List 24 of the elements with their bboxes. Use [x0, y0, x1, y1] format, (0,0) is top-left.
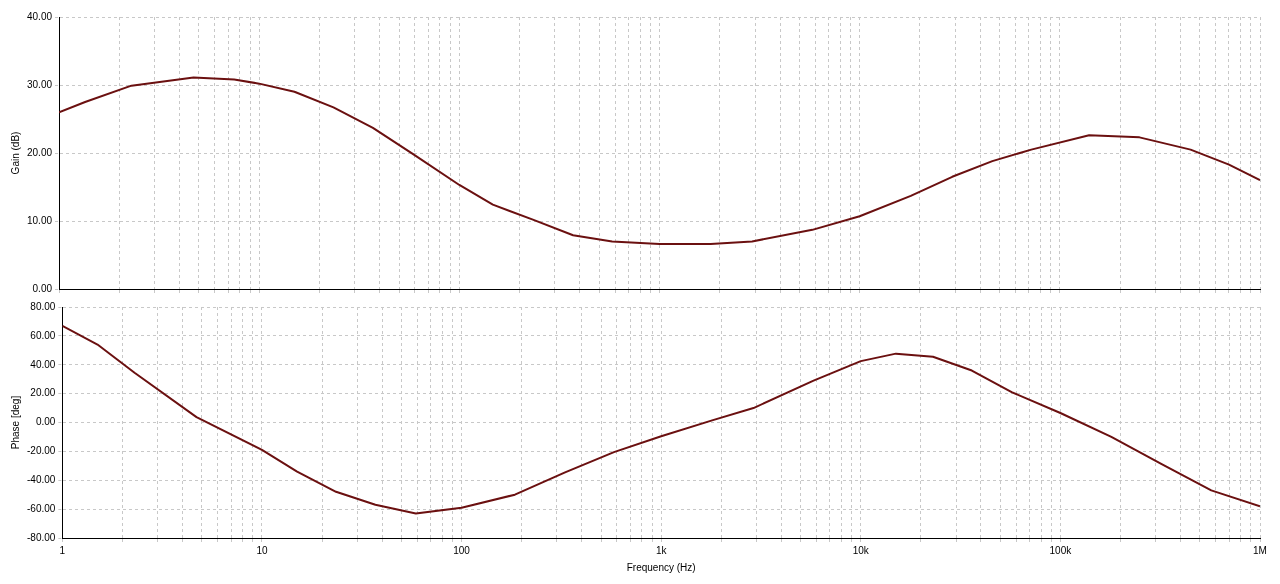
y-tick-label: 30.00 — [26, 78, 53, 90]
y-tick-label: 60.00 — [30, 329, 56, 341]
y-tick-label: -80.00 — [27, 531, 56, 543]
y-axis-title: Phase [deg] — [9, 395, 21, 450]
y-tick-label: 40.00 — [26, 10, 53, 22]
x-tick-label: 1M — [1253, 544, 1267, 556]
y-tick-label: 10.00 — [26, 214, 53, 226]
x-tick-label: 10k — [852, 544, 870, 556]
x-tick-label: 100k — [1049, 544, 1073, 556]
x-axis-title: Frequency (Hz) — [626, 561, 696, 573]
y-tick-label: 40.00 — [30, 358, 56, 370]
y-tick-label: -60.00 — [27, 502, 56, 514]
x-tick-label: 1 — [59, 544, 66, 556]
y-tick-label: -40.00 — [27, 474, 56, 485]
x-tick-label: 100 — [453, 544, 471, 556]
y-tick-label: 80.00 — [30, 300, 56, 312]
x-tick-label: 1k — [655, 544, 668, 556]
x-tick-label: 10 — [256, 544, 268, 556]
y-tick-label: 0.00 — [35, 416, 56, 428]
y-tick-label: 20.00 — [26, 146, 53, 158]
y-tick-label: -20.00 — [27, 445, 56, 457]
y-tick-label: 20.00 — [30, 387, 56, 399]
y-tick-label: 0.00 — [32, 282, 53, 294]
y-axis-title: Gain (dB) — [9, 131, 21, 175]
